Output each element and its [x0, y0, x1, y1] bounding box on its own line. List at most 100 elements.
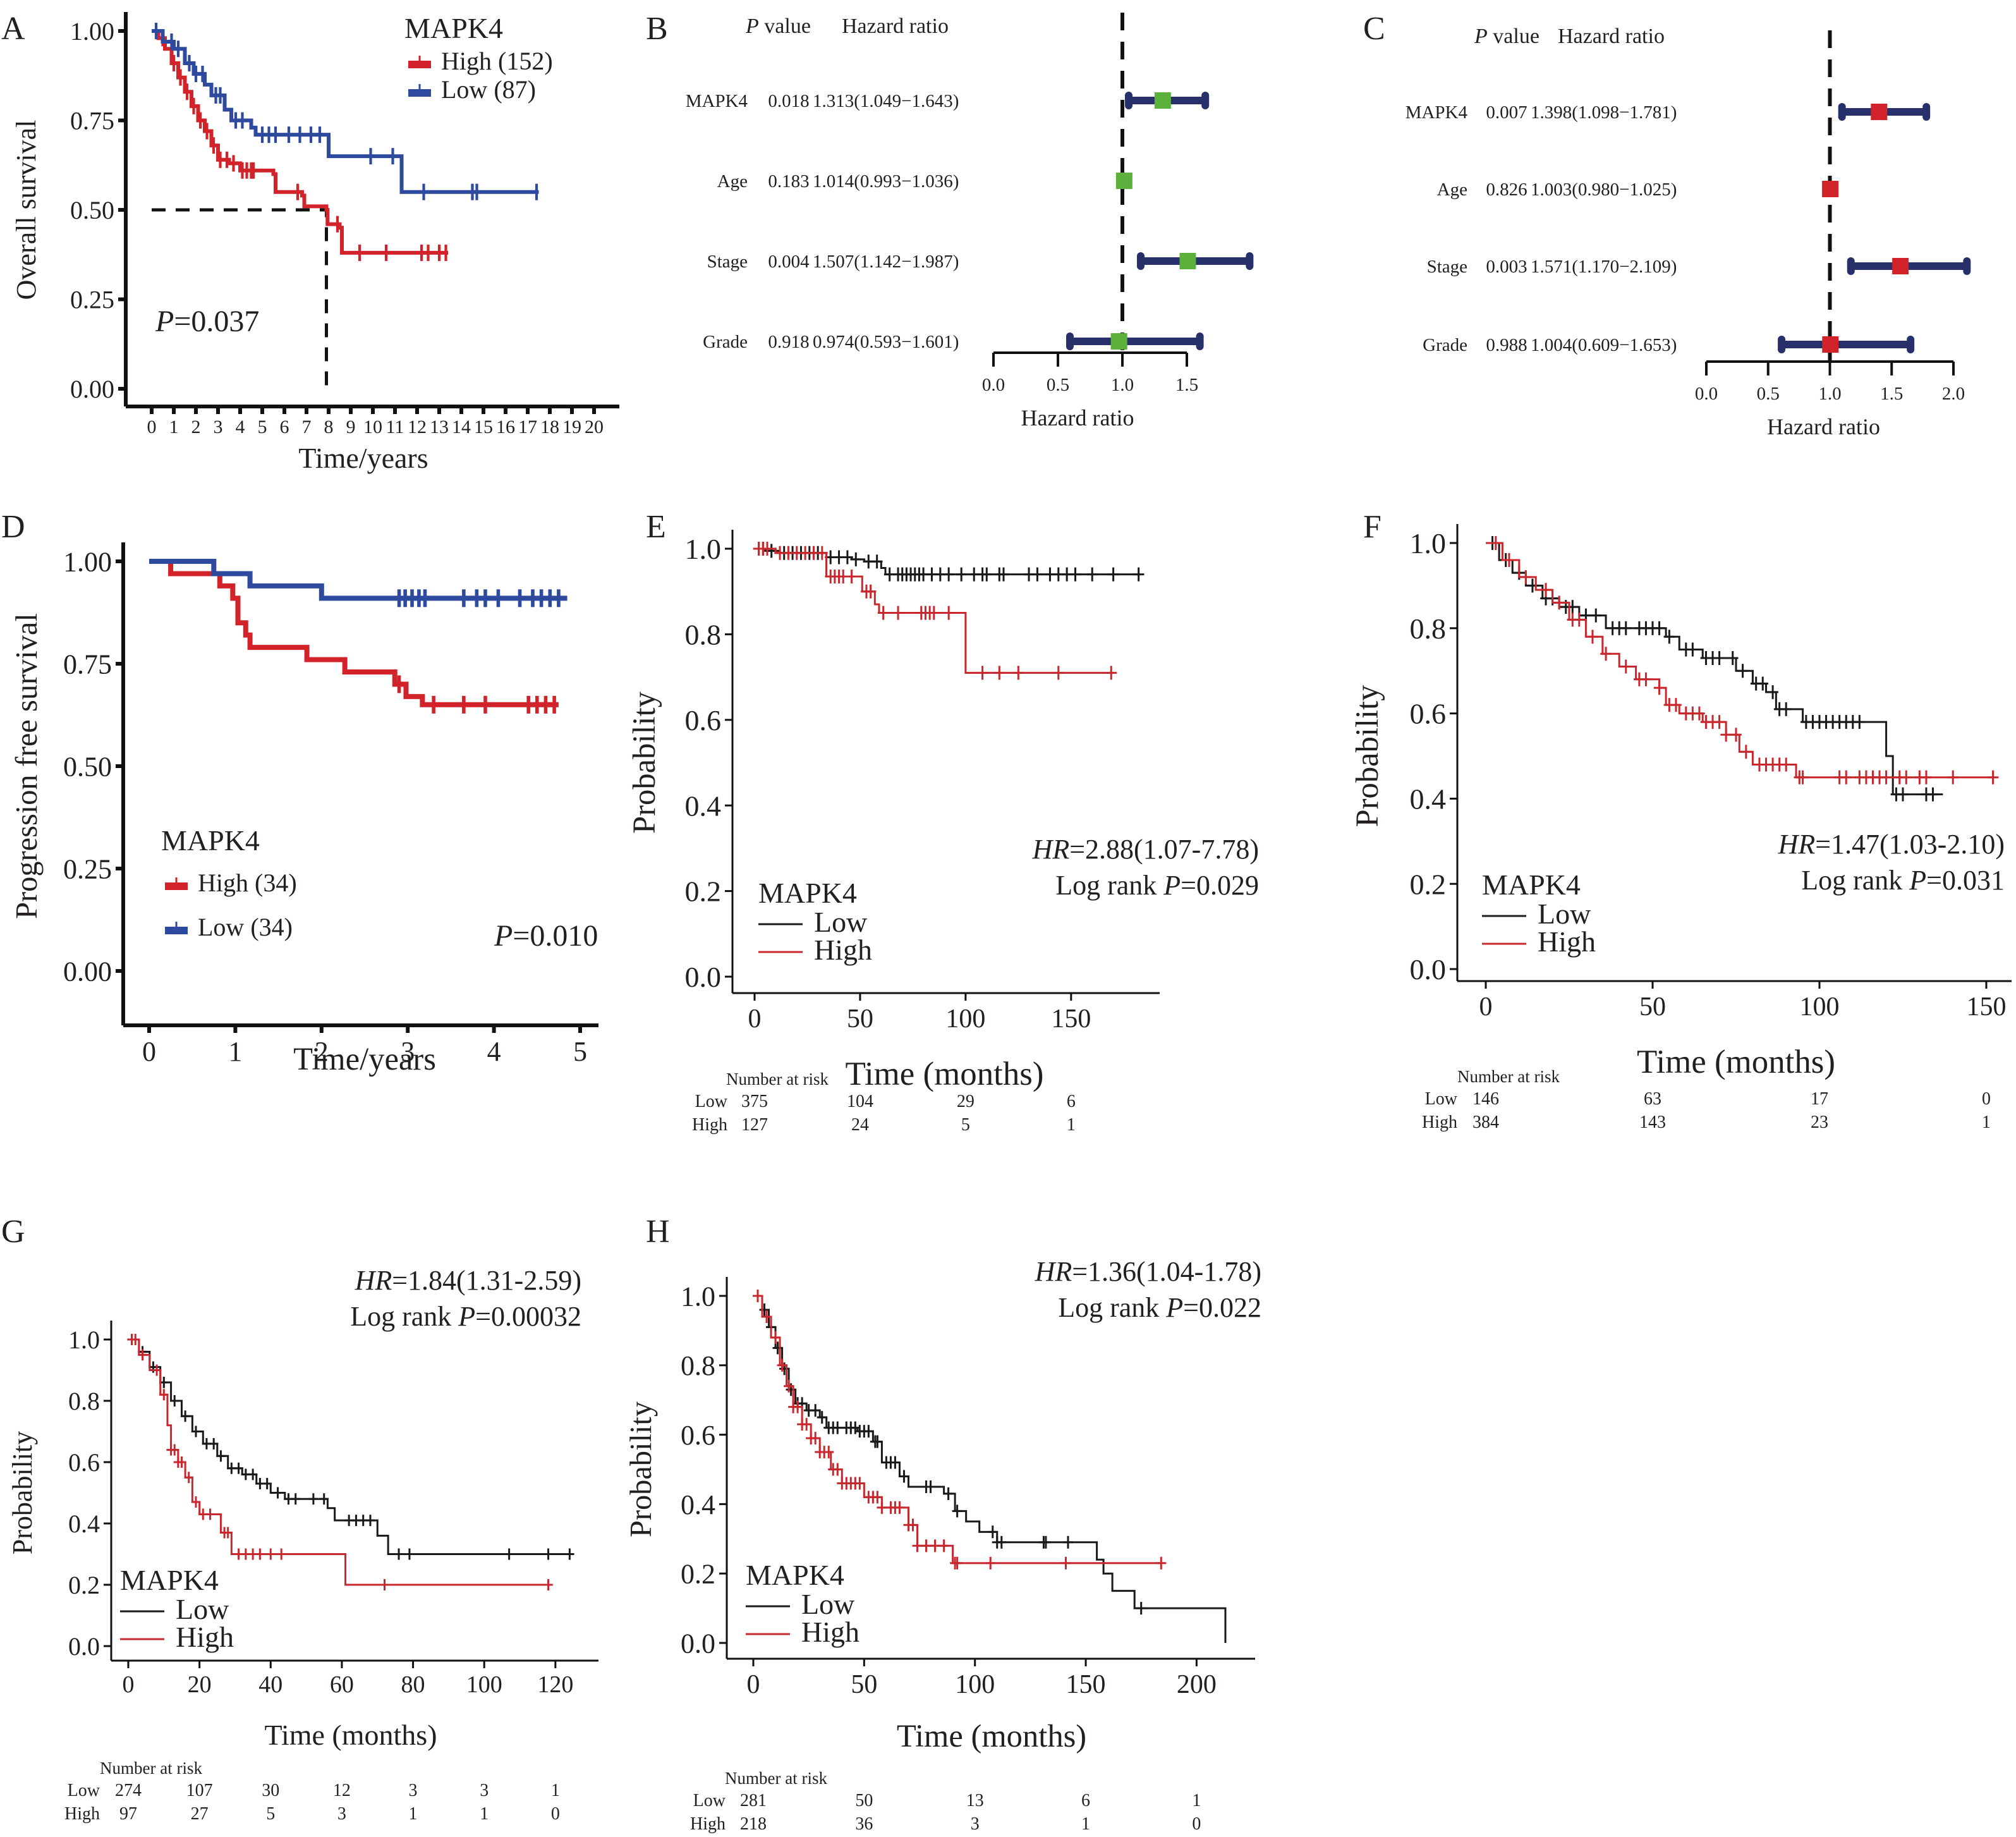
header-hazard-ratio: Hazard ratio	[1558, 25, 1665, 48]
x-tick-label: 5	[573, 1036, 587, 1067]
x-tick-label: 19	[562, 417, 581, 437]
x-tick-label: 0.0	[982, 375, 1005, 395]
ci-cap-low	[1136, 252, 1145, 270]
row-hazard-ratio: 1.003(0.980−1.025)	[1531, 180, 1677, 200]
y-tick-label: 1.00	[63, 546, 112, 577]
hr-marker	[1115, 173, 1132, 189]
y-tick-label: 0.75	[63, 649, 112, 680]
x-tick-label: 15	[474, 417, 493, 437]
x-tick-label: 100	[466, 1671, 502, 1698]
risk-row-label: Low	[695, 1092, 728, 1111]
hr-marker	[1179, 253, 1196, 269]
y-tick-label: 0.50	[63, 751, 112, 782]
curve-high	[128, 1338, 549, 1586]
risk-value: 50	[855, 1791, 873, 1810]
text-span: Log rank	[1058, 1292, 1166, 1323]
risk-value: 1	[1081, 1814, 1090, 1834]
y-tick-label: 0.6	[1410, 698, 1447, 730]
text-span: =0.022	[1183, 1292, 1261, 1323]
x-tick-label: 50	[847, 1004, 873, 1034]
risk-value: 1	[551, 1781, 560, 1800]
text-span: Log rank	[1055, 870, 1163, 901]
y-tick-label: 1.0	[685, 533, 722, 565]
ci-cap-high	[1201, 92, 1210, 109]
legend-label: Low	[176, 1593, 229, 1625]
x-tick-label: 2	[315, 1036, 329, 1067]
y-tick-label: 0.8	[68, 1387, 100, 1415]
y-tick-label: 0.00	[70, 375, 114, 403]
ci-cap-high	[1922, 103, 1931, 121]
x-tick-label: 120	[537, 1671, 573, 1698]
x-tick-label: 5	[258, 417, 267, 437]
panel-label-g: G	[1, 1214, 25, 1250]
legend-label: Low (34)	[198, 913, 293, 941]
x-tick-label: 4	[236, 417, 245, 437]
legend-label: High	[801, 1616, 859, 1648]
row-label: Age	[1437, 180, 1467, 200]
risk-value: 5	[961, 1115, 970, 1135]
text-span: =0.031	[1926, 865, 2005, 896]
row-p-value: 0.018	[768, 91, 809, 111]
risk-value: 384	[1473, 1113, 1499, 1132]
risk-row-label: Low	[68, 1781, 100, 1800]
panel-a: 0.000.250.500.751.000 1 2 3 4 5 6 7 8 9 10 11 12 13 14…	[11, 12, 619, 474]
row-label: MAPK4	[686, 91, 748, 111]
y-tick-label: 0.25	[63, 853, 112, 884]
row-hazard-ratio: 1.398(1.098−1.781)	[1531, 102, 1677, 123]
x-axis-title: Hazard ratio	[1021, 405, 1134, 430]
row-p-value: 0.183	[768, 171, 809, 192]
y-tick-label: 0.6	[68, 1448, 100, 1477]
y-tick-label: 0.0	[68, 1632, 100, 1661]
y-axis-title: Overall survival	[11, 120, 42, 300]
text-span: =1.36(1.04-1.78)	[1072, 1256, 1261, 1287]
risk-value: 107	[186, 1781, 213, 1800]
risk-value: 1	[1192, 1791, 1201, 1810]
y-tick-label: 1.00	[70, 17, 114, 46]
risk-value: 0	[1982, 1089, 1991, 1109]
row-p-value: 0.826	[1486, 180, 1527, 200]
row-p-value: 0.004	[768, 252, 810, 272]
risk-row-label: High	[1422, 1113, 1457, 1132]
hazard-ratio-annotation: HR=2.88(1.07-7.78)	[1032, 834, 1259, 865]
risk-value: 3	[971, 1814, 980, 1834]
risk-value: 0	[551, 1804, 560, 1824]
log-rank-p-annotation: Log rank P=0.031	[1801, 865, 2005, 896]
risk-value: 3	[409, 1781, 418, 1800]
italic-span: P	[1165, 1292, 1183, 1323]
row-label: MAPK4	[1406, 102, 1468, 123]
legend-label: High	[1538, 925, 1596, 958]
risk-value: 5	[266, 1804, 275, 1824]
x-tick-label: 1	[228, 1036, 242, 1067]
legend-label: Low	[814, 906, 868, 938]
legend-label: High	[814, 934, 872, 966]
panel-label-a: A	[1, 11, 25, 47]
hr-marker	[1822, 181, 1839, 197]
italic-span: HR	[355, 1265, 392, 1296]
risk-value: 27	[191, 1804, 209, 1824]
risk-value: 24	[851, 1115, 869, 1135]
p-value-annotation: P=0.010	[494, 919, 598, 953]
x-tick-label: 0	[1479, 992, 1493, 1022]
risk-value: 1	[1982, 1113, 1991, 1132]
text-span: =1.47(1.03-2.10)	[1815, 829, 2005, 860]
panel-b: P value Hazard ratio MAPK4 0.018 1.313(1.049…	[686, 13, 1254, 430]
x-tick-label: 16	[496, 417, 515, 437]
x-tick-label: 0	[147, 417, 157, 437]
text-span: =0.00032	[475, 1301, 581, 1332]
y-tick-label: 0.6	[681, 1420, 715, 1451]
risk-value: 17	[1811, 1089, 1828, 1109]
x-tick-label: 50	[1639, 992, 1666, 1022]
legend-title: MAPK4	[161, 824, 260, 857]
y-tick-label: 0.4	[1410, 783, 1447, 815]
row-p-value: 0.007	[1486, 102, 1527, 123]
y-tick-label: 0.25	[70, 286, 114, 314]
risk-value: 6	[1067, 1092, 1076, 1111]
y-tick-label: 0.75	[70, 107, 114, 135]
x-tick-label: 7	[302, 417, 312, 437]
p-value-annotation: P=0.037	[155, 305, 259, 338]
row-hazard-ratio: 1.571(1.170−2.109)	[1531, 257, 1677, 277]
hr-marker	[1154, 92, 1171, 109]
